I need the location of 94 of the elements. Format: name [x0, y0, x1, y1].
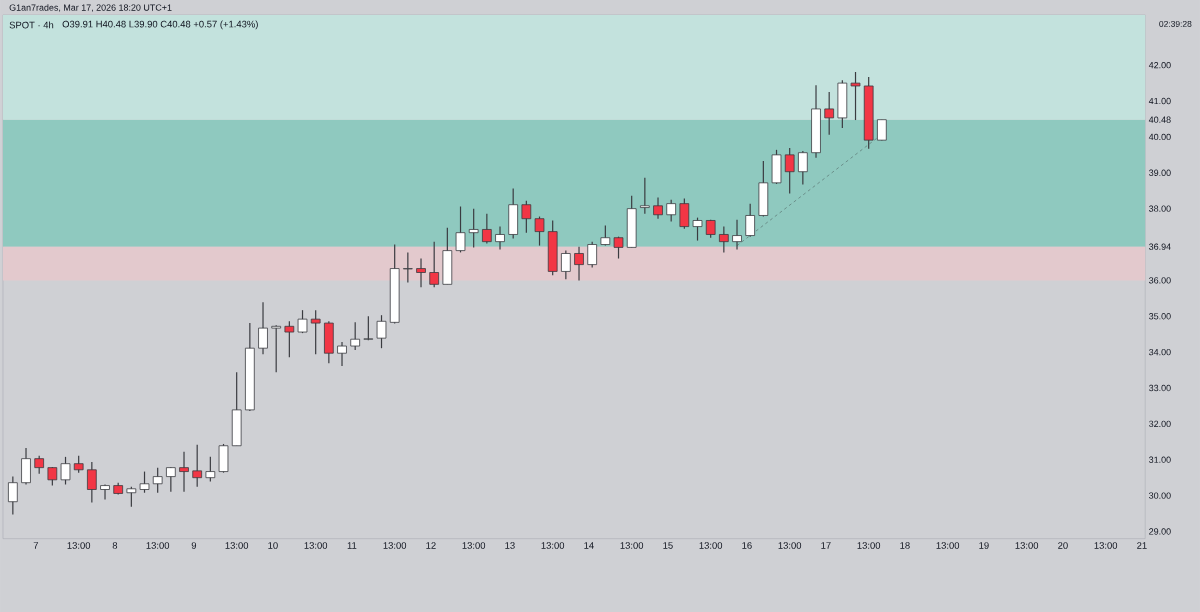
candlestick	[719, 225, 729, 253]
y-tick-label: 32.00	[1149, 420, 1171, 427]
candlestick	[310, 309, 321, 355]
candlestick	[587, 240, 598, 268]
x-tick-label: 19	[979, 541, 989, 549]
x-tick-label: 13:00	[936, 541, 960, 549]
x-tick-label: 21	[1137, 541, 1147, 549]
candlestick	[521, 199, 532, 234]
candlestick	[574, 245, 584, 281]
y-tick-label: 35.00	[1149, 312, 1171, 320]
candlestick	[745, 202, 756, 237]
candlestick	[350, 321, 361, 351]
y-tick-label: 36.00	[1149, 276, 1171, 284]
y-tick-label: 29.00	[1149, 528, 1171, 535]
y-tick-label: 42.00	[1148, 61, 1171, 69]
candlestick	[495, 225, 505, 250]
y-tick-label: 36.94	[1149, 243, 1171, 250]
y-tick-label: 34.00	[1149, 348, 1171, 356]
x-tick-label: 13:00	[304, 541, 328, 549]
candlestick	[679, 197, 690, 230]
x-tick-label: 9	[191, 541, 197, 549]
y-tick-label: 31.00	[1149, 456, 1171, 463]
candlestick	[271, 324, 282, 373]
candlestick	[166, 466, 176, 493]
candlestick	[126, 485, 137, 508]
x-tick-label: 13:00	[778, 541, 802, 549]
candlestick	[455, 205, 466, 253]
x-tick-label: 13:00	[67, 541, 91, 549]
candlestick	[258, 301, 268, 355]
candlestick	[653, 196, 663, 220]
candlestick	[468, 207, 479, 248]
y-tick-label: 41.00	[1148, 97, 1171, 104]
candlestick	[87, 461, 97, 503]
candlestick	[100, 483, 110, 500]
x-tick-label: 13:00	[620, 541, 644, 549]
candlestick	[877, 118, 887, 141]
y-tick-label: 38.00	[1149, 205, 1171, 212]
candlestick	[297, 309, 308, 334]
candlestick	[640, 176, 650, 215]
candlestick	[561, 249, 571, 280]
candlestick	[600, 224, 611, 246]
candlestick	[363, 315, 374, 341]
y-tick-label: 40.48	[1148, 116, 1171, 123]
x-tick-label: 13:00	[1015, 541, 1039, 549]
x-tick-label: 13:00	[462, 541, 486, 549]
y-tick-label: 40.00	[1148, 133, 1171, 140]
x-tick-label: 13:00	[1094, 541, 1118, 549]
candlestick	[284, 320, 295, 358]
x-tick-label: 14	[584, 541, 594, 549]
x-tick-label: 13:00	[383, 541, 407, 549]
candlestick	[416, 257, 426, 288]
x-tick-label: 13:00	[699, 541, 723, 549]
x-tick-label: 20	[1058, 541, 1068, 549]
text: SPOT · 4h	[9, 21, 54, 29]
x-tick-label: 13:00	[541, 541, 565, 549]
candlestick	[8, 475, 18, 515]
candlestick	[403, 251, 413, 283]
candlestick	[205, 456, 216, 482]
candlestick	[429, 240, 440, 288]
candlestick	[850, 71, 861, 121]
candlestick	[192, 443, 203, 488]
x-tick-label: 7	[33, 541, 39, 549]
x-tick-label: 10	[268, 541, 278, 549]
candlestick	[179, 451, 189, 493]
candlestick	[376, 314, 387, 349]
candlestick	[824, 91, 835, 136]
x-tick-label: 13:00	[857, 541, 881, 549]
candlestick	[692, 216, 703, 241]
candlestick	[139, 470, 150, 494]
text: G1an7rades, Mar 17, 2026 18:20 UTC+1	[9, 3, 172, 12]
x-tick-label: 15	[663, 541, 673, 549]
x-tick-label: 11	[347, 541, 357, 549]
y-tick-label: 33.00	[1149, 384, 1171, 391]
candlestick	[482, 212, 492, 244]
x-tick-label: 16	[742, 541, 752, 549]
text: O39.91 H40.48 L39.90 C40.48 +0.57 (+1.43%)	[62, 20, 258, 30]
candlestick	[60, 456, 71, 485]
y-tick-label: 30.00	[1149, 492, 1171, 499]
x-tick-label: 13:00	[146, 541, 170, 549]
x-tick-label: 17	[821, 541, 831, 549]
x-tick-label: 18	[900, 541, 910, 549]
candlestick	[337, 341, 347, 367]
candlestick	[732, 218, 742, 250]
candlestick	[152, 466, 163, 494]
x-tick-label: 13	[505, 541, 515, 549]
candlestick	[784, 147, 795, 194]
y-tick-label: 39.00	[1149, 169, 1171, 176]
candlestick	[798, 150, 808, 185]
x-tick-label: 8	[112, 541, 118, 549]
candlestick	[666, 198, 677, 222]
x-tick-label: 12	[426, 541, 436, 549]
candlestick	[534, 215, 545, 246]
x-tick-label: 13:00	[225, 541, 249, 549]
text: 02:39:28	[1159, 20, 1192, 27]
